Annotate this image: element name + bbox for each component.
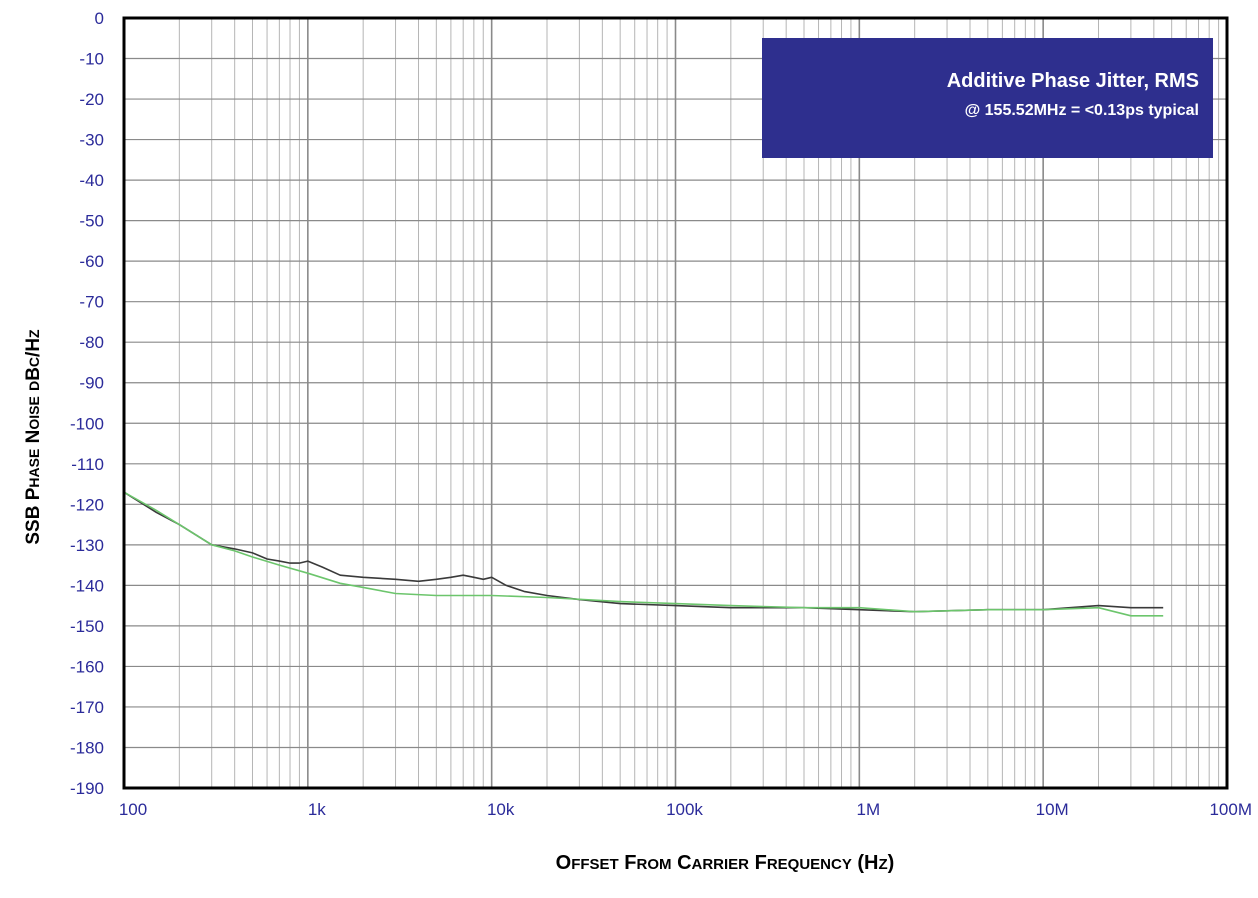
y-tick-label: -190 [70, 779, 104, 798]
x-axis-title: OFFSET FROM CARRIER FREQUENCY (HZ) [556, 852, 895, 874]
y-tick-label: -130 [70, 536, 104, 555]
y-tick-label: -80 [79, 333, 104, 352]
y-tick-label: -20 [79, 90, 104, 109]
y-tick-label: -30 [79, 131, 104, 150]
y-tick-label: -40 [79, 171, 104, 190]
x-tick-label: 100k [666, 800, 703, 819]
x-tick-label: 10M [1036, 800, 1069, 819]
series-line-1 [123, 491, 1164, 613]
y-tick-label: -50 [79, 212, 104, 231]
y-tick-labels: 0 -10 -20 -30 -40 -50 -60 -70 -80 -90 -100 -110 -120… [70, 9, 104, 798]
y-tick-label: -100 [70, 414, 104, 433]
y-tick-label: -60 [79, 252, 104, 271]
x-tick-label: 100 [119, 800, 147, 819]
x-tick-label: 10k [487, 800, 515, 819]
minor-grid [178, 18, 1220, 788]
y-tick-label: -120 [70, 495, 104, 514]
y-tick-label: -170 [70, 698, 104, 717]
series-layer [123, 491, 1164, 617]
plot-frame [122, 16, 1229, 790]
y-tick-label: -160 [70, 657, 104, 676]
series-line-2 [123, 491, 1164, 617]
y-tick-label: -140 [70, 576, 104, 595]
y-axis-title: SSB PHASE NOISE DBC/HZ [23, 329, 44, 545]
y-tick-label: 0 [95, 9, 104, 28]
annotation-line-2: @ 155.52MHz = <0.13ps typical [965, 102, 1199, 119]
y-tick-label: -180 [70, 738, 104, 757]
y-tick-label: -70 [79, 293, 104, 312]
jitter-annotation: Additive Phase Jitter, RMS @ 155.52MHz =… [762, 38, 1213, 158]
y-tick-label: -150 [70, 617, 104, 636]
x-tick-label: 1k [308, 800, 326, 819]
y-tick-label: -10 [79, 50, 104, 69]
x-tick-label: 1M [857, 800, 881, 819]
annotation-line-1: Additive Phase Jitter, RMS [947, 70, 1199, 92]
y-tick-label: -90 [79, 374, 104, 393]
y-tick-label: -110 [71, 455, 104, 474]
annotation-background [762, 38, 1213, 158]
x-tick-labels: 100 1k 10k 100k 1M 10M 100M [119, 800, 1252, 819]
x-tick-label: 100M [1209, 800, 1252, 819]
